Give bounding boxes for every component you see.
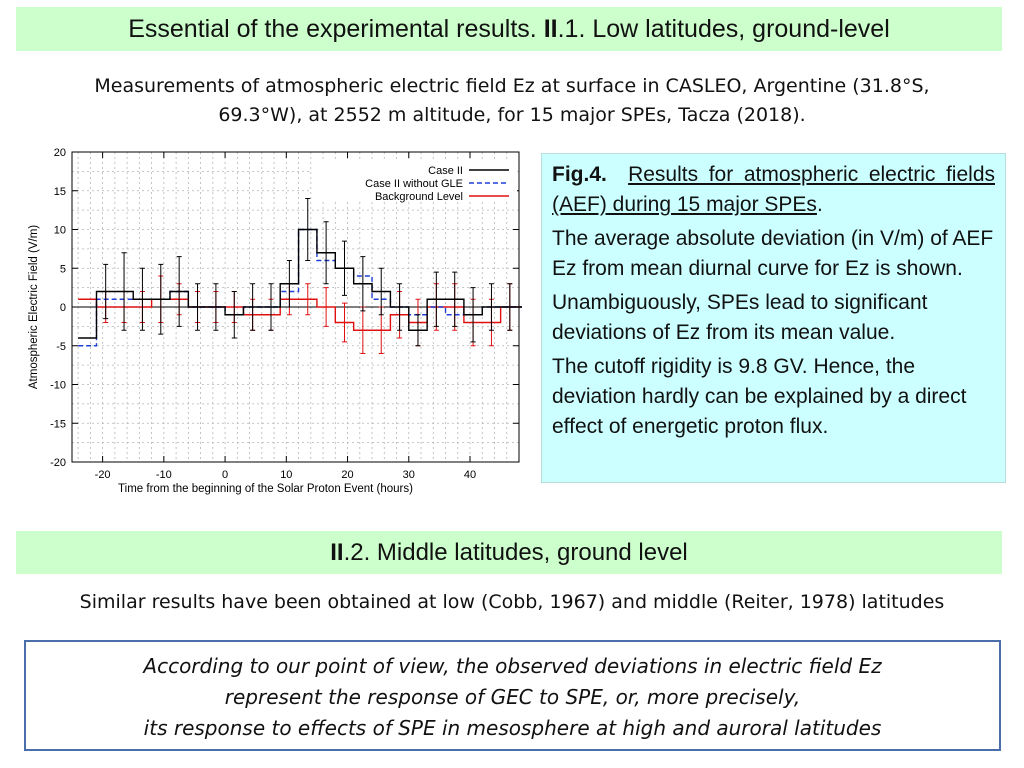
slide-title-rest: .1. Low latitudes, ground-level [557, 15, 890, 43]
x-tick-label: 10 [280, 469, 292, 481]
conclusion-box: According to our point of view, the obse… [24, 640, 1001, 751]
aef-chart: -20 -15 -10 -5 0 5 10 15 20 -20 -10 0 10 20 30 40 Time f… [22, 140, 593, 510]
series-line-1 [78, 228, 593, 347]
x-tick-label: -20 [95, 469, 111, 481]
conclusion-line-3: its response to effects of SPE in mesosp… [143, 716, 882, 740]
slide-title-bold: II [543, 15, 558, 43]
y-tick-label: -15 [50, 418, 66, 430]
series-line-0 [78, 228, 593, 339]
y-tick-label: 20 [54, 147, 66, 159]
y-tick-label: 5 [60, 263, 66, 275]
y-tick-label: 10 [54, 225, 66, 237]
section2-title-bold: II [330, 539, 344, 566]
slide-title: Essential of the experimental results. I… [16, 7, 1002, 51]
x-tick-label: 20 [341, 469, 353, 481]
fig-heading: Results for atmospheric electric fields … [552, 163, 995, 216]
similar-results-text: Similar results have been obtained at lo… [79, 591, 945, 613]
aef-chart-svg: -20 -15 -10 -5 0 5 10 15 20 -20 -10 0 10 20 30 40 Time f… [28, 147, 593, 495]
y-tick-label: -20 [50, 457, 66, 469]
legend-label-0: Case II [428, 165, 463, 177]
caption-line-1: Measurements of atmospheric electric fie… [94, 75, 930, 97]
caption-line-2: 69.3°W), at 2552 m altitude, for 15 majo… [218, 104, 806, 126]
fig-label: Fig.4. [552, 163, 607, 186]
legend-background [312, 160, 517, 202]
x-tick-label: 40 [464, 469, 476, 481]
y-axis-label: Atmospheric Electric Field (V/m) [28, 225, 40, 389]
conclusion-line-1: According to our point of view, the obse… [143, 654, 882, 678]
y-tick-label: 0 [60, 302, 66, 314]
fig-caption: Fig.4. Results for atmospheric electric … [552, 160, 995, 220]
x-tick-label: 0 [222, 469, 228, 481]
figure-description-box: Fig.4. Results for atmospheric electric … [541, 153, 1006, 483]
legend-label-2: Background Level [375, 191, 463, 203]
chart-plot-content: -20 -15 -10 -5 0 5 10 15 20 -20 -10 0 10 20 30 40 Time f… [28, 147, 593, 495]
y-tick-label: -5 [56, 341, 66, 353]
y-tick-label: -10 [50, 380, 66, 392]
y-tick-label: 15 [54, 186, 66, 198]
x-axis-label: Time from the beginning of the Solar Pro… [118, 483, 413, 495]
slide-title-prefix: Essential of the experimental results. [128, 15, 544, 43]
legend-label-1: Case II without GLE [365, 178, 463, 190]
fig-paragraph-3: The cutoff rigidity is 9.8 GV. Hence, th… [552, 355, 967, 438]
x-tick-label: -10 [156, 469, 172, 481]
measurement-caption: Measurements of atmospheric electric fie… [0, 72, 1024, 130]
section2-title-rest: .2. Middle latitudes, ground level [343, 539, 688, 566]
fig-heading-end: . [816, 193, 823, 216]
fig-paragraph-1: The average absolute deviation (in V/m) … [552, 227, 994, 280]
x-tick-label: 30 [403, 469, 415, 481]
conclusion-line-2: represent the response of GEC to SPE, or… [224, 685, 801, 709]
fig-paragraph-2: Unambiguously, SPEs lead to significant … [552, 291, 928, 344]
section2-title: II.2. Middle latitudes, ground level [16, 531, 1002, 574]
